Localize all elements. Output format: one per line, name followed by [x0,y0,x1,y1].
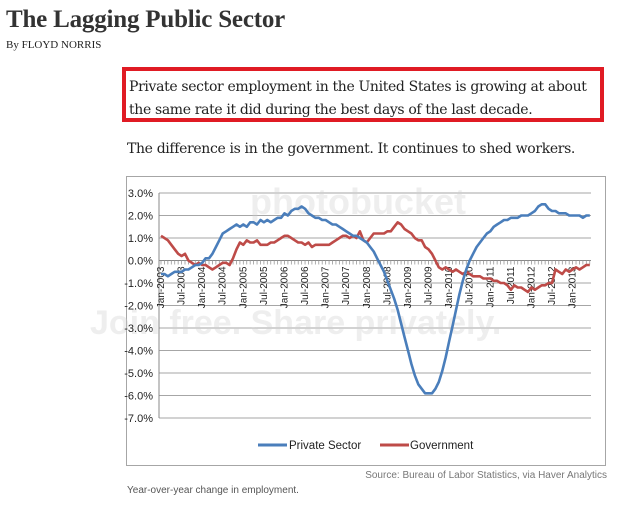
y-tick-label: -5.0% [124,368,153,380]
article-headline: The Lagging Public Sector [6,6,286,33]
legend-label-private-sector: Private Sector [289,440,361,452]
x-tick-label: Jul-2007 [341,266,352,305]
chart-caption: Year-over-year change in employment. [127,485,299,496]
x-tick-label: Jan-2009 [403,266,414,308]
x-tick-label: Jul-2005 [259,266,270,305]
y-tick-label: -7.0% [124,413,153,425]
x-tick-label: Jan-2004 [197,266,208,308]
series-lines [160,203,590,395]
x-axis-ticks: Jan-2003 Jul-2003 Jan-2004 Jul-2004 Jan-2005… [156,260,591,308]
y-tick-label: -3.0% [124,323,153,335]
y-tick-label: -6.0% [124,391,153,403]
source-note: Source: Bureau of Labor Statistics, via … [365,470,607,481]
x-tick-label: Jan-2011 [485,266,496,307]
y-tick-label: 1.0% [128,233,153,245]
series-line-government [160,221,590,294]
x-tick-label: Jul-2004 [218,266,229,305]
x-tick-label: Jan-2006 [279,266,290,308]
watermark-tagline: Join free. Share privately. [90,304,501,342]
highlighted-callout-box: Private sector employment in the United … [122,67,604,122]
callout-line-2: the same rate it did during the best day… [129,102,533,118]
y-tick-label: 0.0% [128,256,153,268]
y-tick-label: -4.0% [124,346,153,358]
callout-text: Private sector employment in the United … [129,76,587,122]
article-byline: By FLOYD NORRIS [6,39,102,51]
y-tick-label: 2.0% [128,211,153,223]
series-line-private-sector [161,203,590,395]
x-tick-label: Jan-2008 [362,266,373,308]
x-tick-label: Jan-2003 [156,266,167,308]
legend-label-government: Government [410,440,474,452]
x-tick-label: Jul-2009 [424,266,435,305]
x-tick-label: Jan-2007 [321,266,332,308]
x-tick-label: Jul-2011 [506,266,517,304]
y-axis-ticks: 3.0% 2.0% 1.0% 0.0% -1.0% -2.0% -3.0% -4.0% -5.0… [124,188,153,425]
callout-line-1: Private sector employment in the United … [129,79,587,95]
x-tick-label: Jul-2006 [300,266,311,305]
y-tick-label: -2.0% [124,301,153,313]
x-tick-label: Jul-2010 [465,266,476,305]
y-tick-label: 3.0% [128,188,153,200]
y-tick-label: -1.0% [124,278,153,290]
legend: Private Sector Government [258,440,474,452]
x-tick-label: Jul-2003 [177,266,188,305]
x-tick-label: Jul-2012 [547,266,558,305]
x-tick-label: Jan-2005 [238,266,249,308]
x-tick-label: Jan-2010 [444,266,455,308]
gridlines [158,192,591,419]
lead-paragraph: The difference is in the government. It … [127,141,576,157]
x-tick-label: Jan-2013 [568,266,579,308]
watermark: photobucket Join free. Share privately. [90,181,501,342]
